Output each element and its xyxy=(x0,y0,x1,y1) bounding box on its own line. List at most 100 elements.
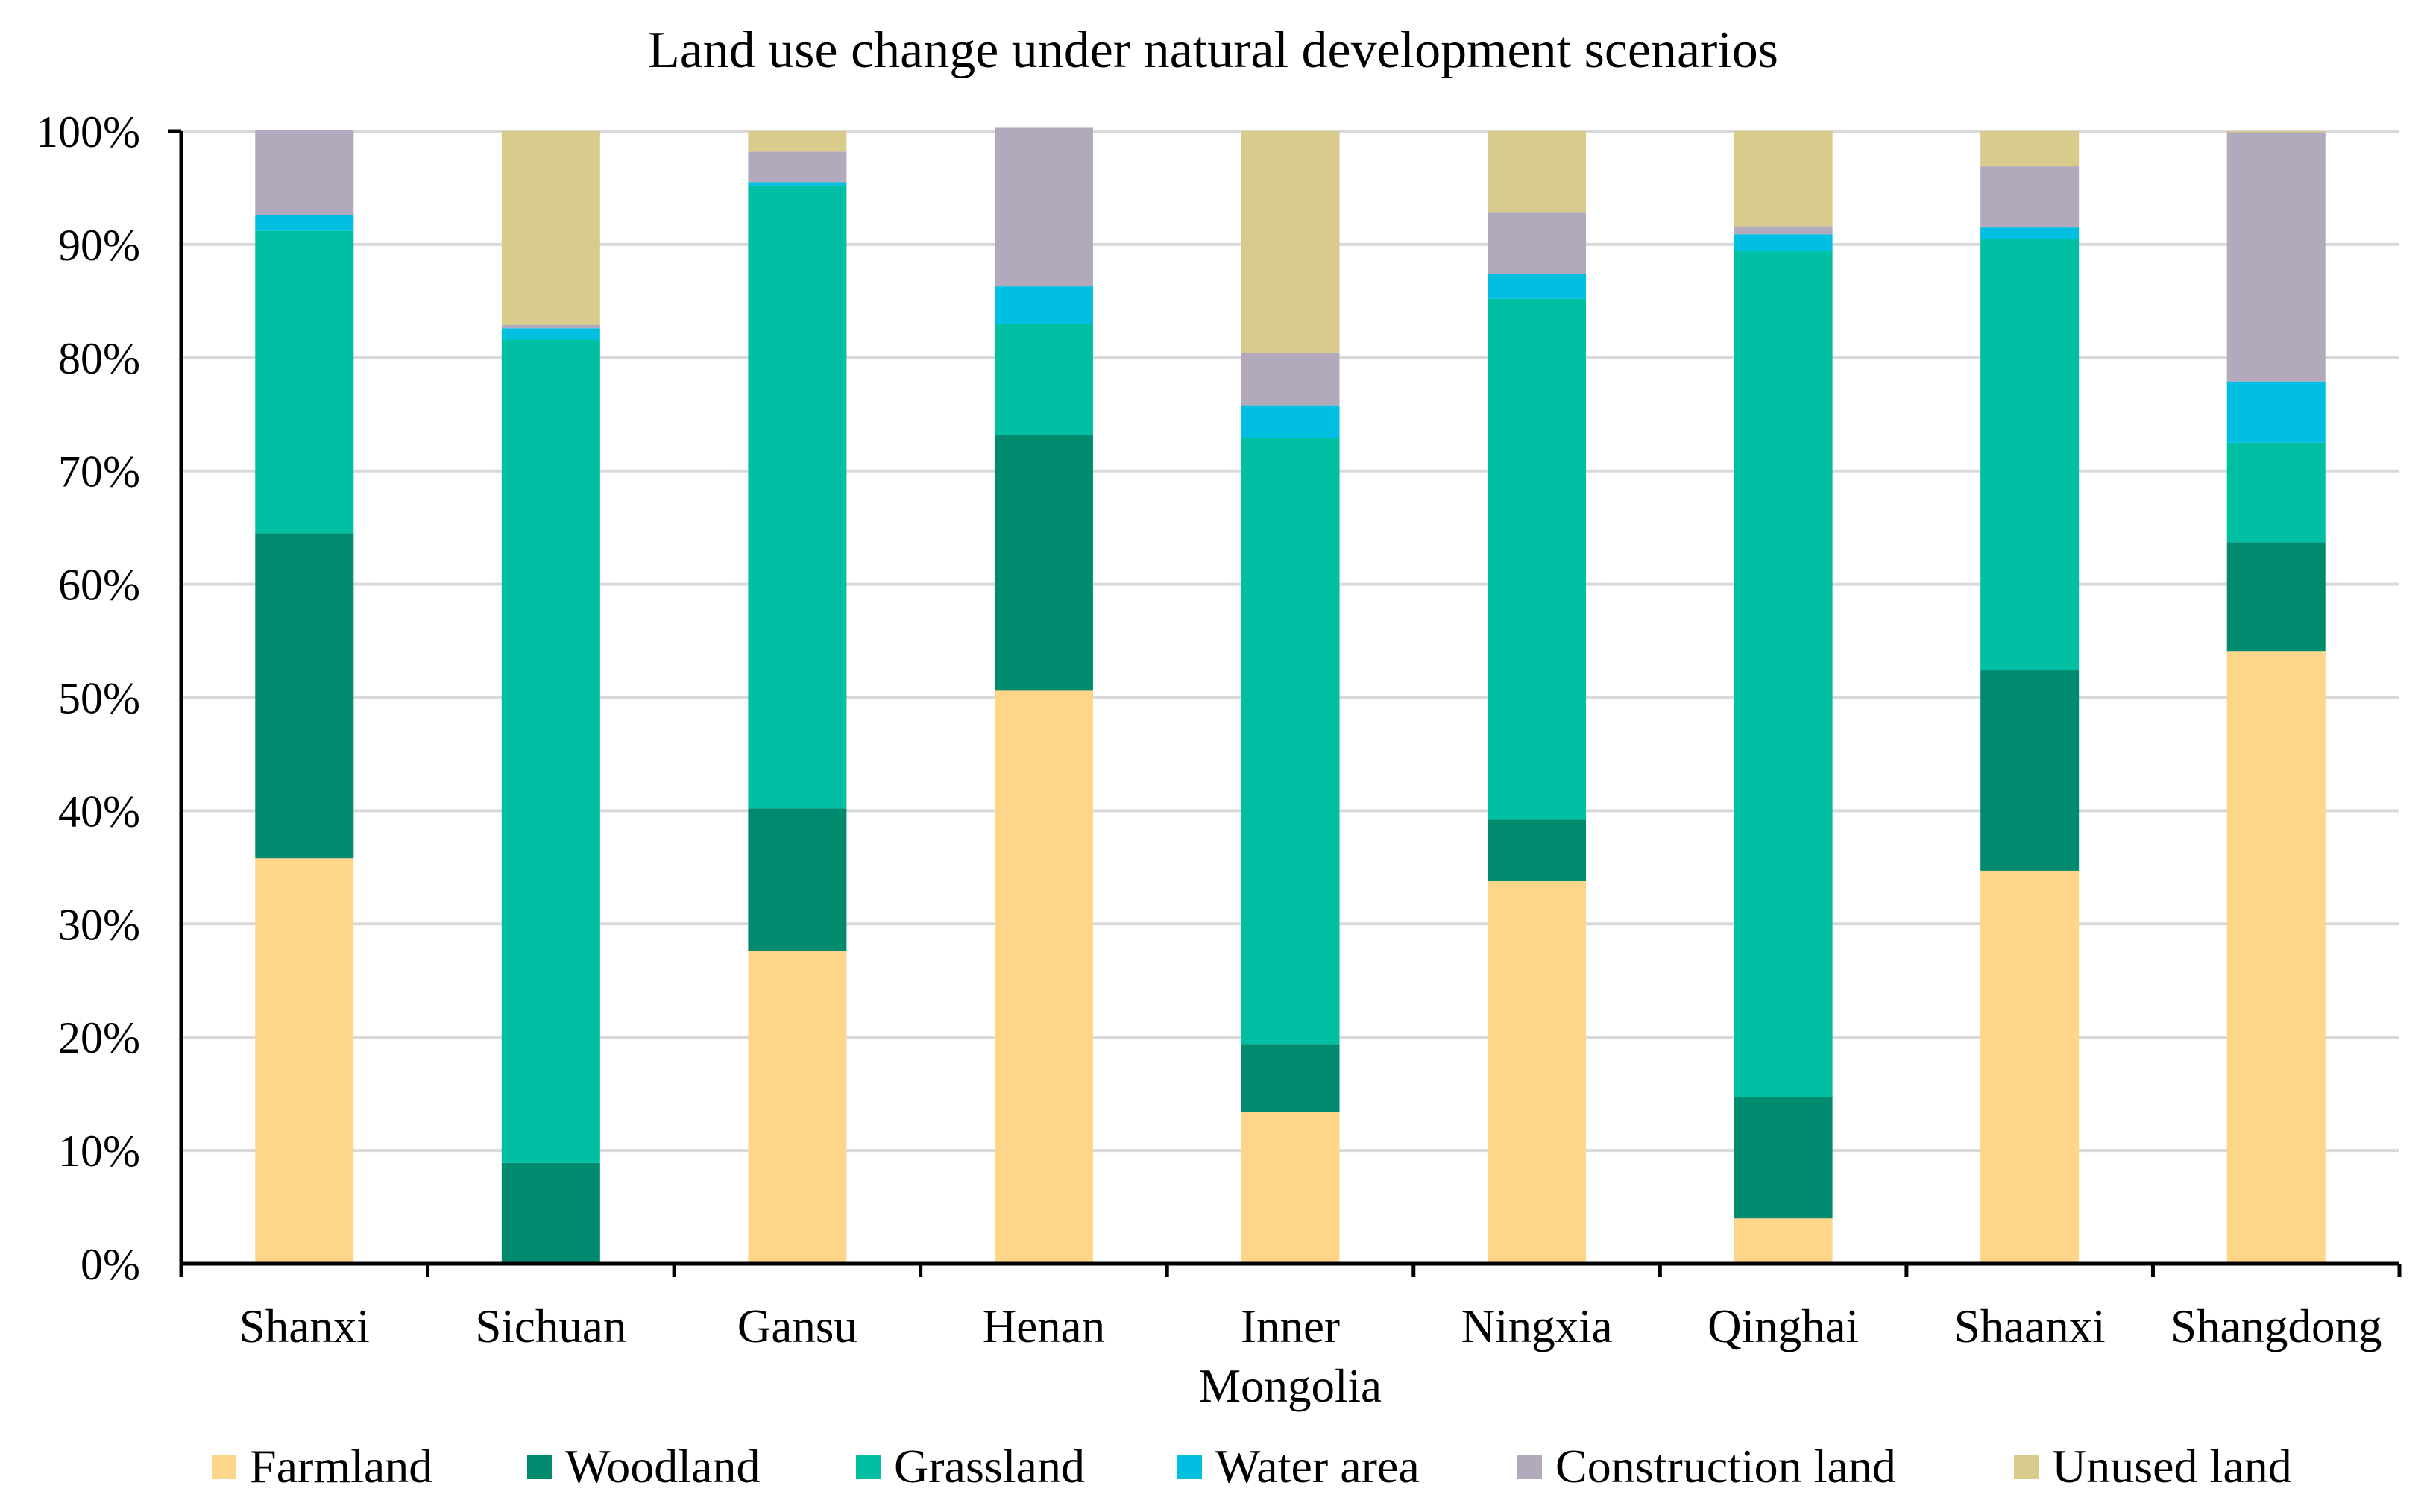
bars xyxy=(255,127,2326,1264)
y-tick-label: 80% xyxy=(58,334,140,383)
bar-segment-water-area xyxy=(994,286,1093,324)
x-category-label-line: Gansu xyxy=(737,1300,857,1352)
x-category-label: Sichuan xyxy=(475,1300,626,1352)
bar-segment-unused-land xyxy=(1734,131,1833,227)
bar-segment-construction-land xyxy=(255,130,354,215)
x-category-label: Shaanxi xyxy=(1954,1300,2106,1352)
bar-segment-construction-land xyxy=(1980,166,2080,228)
x-category-label-line: Inner xyxy=(1241,1300,1340,1352)
bar-segment-woodland xyxy=(2226,542,2326,652)
y-tick-label: 40% xyxy=(58,787,140,836)
bar-segment-construction-land xyxy=(1488,212,1587,274)
bar-segment-woodland xyxy=(748,808,847,951)
x-category-label-line: Shanxi xyxy=(239,1300,370,1352)
x-category-label-line: Qinghai xyxy=(1707,1300,1859,1352)
bar-segment-grassland xyxy=(255,230,354,534)
y-tick-labels: 0% 10% 20% 30% 40% 50% 60% 70% 80% 90% 100% xyxy=(36,107,140,1289)
legend-label: Grassland xyxy=(894,1440,1085,1493)
bar-segment-unused-land xyxy=(501,131,600,325)
legend-swatch-water-area xyxy=(1177,1455,1202,1479)
bar-segment-grassland xyxy=(1488,298,1587,820)
bar-segment-woodland xyxy=(255,533,354,859)
legend-swatch-woodland xyxy=(527,1455,552,1479)
bar-segment-farmland xyxy=(994,690,1093,1264)
y-tick-label: 30% xyxy=(58,900,140,949)
bar-segment-farmland xyxy=(1734,1218,1833,1264)
bar-segment-water-area xyxy=(255,215,354,231)
bar-segment-grassland xyxy=(994,324,1093,435)
bar-segment-unused-land xyxy=(748,131,847,152)
bar-segment-construction-land xyxy=(2226,132,2326,382)
legend-label: Woodland xyxy=(565,1440,760,1493)
bar-segment-water-area xyxy=(1488,274,1587,299)
x-category-label: Ningxia xyxy=(1461,1300,1613,1352)
bar-segment-unused-land xyxy=(2226,131,2326,133)
bar-segment-construction-land xyxy=(994,127,1093,287)
bar-segment-grassland xyxy=(501,339,600,1163)
bar-segment-construction-land xyxy=(501,324,600,329)
bar-segment-construction-land xyxy=(748,151,847,183)
bar-segment-grassland xyxy=(1734,251,1833,1097)
x-category-label: Gansu xyxy=(737,1300,857,1352)
bar-segment-unused-land xyxy=(1488,131,1587,213)
chart-title: Land use change under natural developmen… xyxy=(648,22,1778,79)
x-category-label-line: Henan xyxy=(983,1300,1105,1352)
bar-segment-grassland xyxy=(1980,239,2080,671)
bar-segment-farmland xyxy=(255,858,354,1264)
axes xyxy=(168,129,2402,1277)
legend-swatch-grassland xyxy=(856,1455,881,1479)
legend-swatch-unused-land xyxy=(2014,1455,2039,1479)
legend-label: Farmland xyxy=(250,1440,432,1493)
y-tick-label: 50% xyxy=(58,674,140,723)
x-category-label: Henan xyxy=(983,1300,1105,1352)
bar-segment-woodland xyxy=(1488,819,1587,881)
y-tick-label: 10% xyxy=(58,1127,140,1176)
bar-segment-unused-land xyxy=(1241,131,1340,353)
bar-segment-woodland xyxy=(994,435,1093,691)
y-tick-label: 70% xyxy=(58,447,140,497)
x-category-label: Shangdong xyxy=(2171,1300,2382,1352)
y-tick-label: 90% xyxy=(58,221,140,270)
bar-segment-woodland xyxy=(1734,1097,1833,1219)
x-category-label-line: Shaanxi xyxy=(1954,1300,2106,1352)
bar-segment-water-area xyxy=(1980,227,2080,239)
bar-segment-farmland xyxy=(1980,870,2080,1264)
x-category-label-line: Ningxia xyxy=(1461,1300,1613,1352)
legend-label: Construction land xyxy=(1555,1440,1896,1493)
x-category-label-line: Mongolia xyxy=(1199,1360,1382,1412)
bar-segment-farmland xyxy=(1241,1112,1340,1264)
bar-segment-construction-land xyxy=(1241,353,1340,406)
bar-segment-water-area xyxy=(2226,381,2326,443)
legend-swatch-farmland xyxy=(212,1455,236,1479)
bar-segment-water-area xyxy=(501,328,600,340)
bar-segment-farmland xyxy=(2226,651,2326,1264)
bar-segment-water-area xyxy=(748,182,847,186)
y-tick-label: 100% xyxy=(36,107,140,157)
y-tick-label: 0% xyxy=(81,1240,140,1289)
y-tick-label: 20% xyxy=(58,1013,140,1062)
legend-label: Water area xyxy=(1215,1440,1420,1493)
bar-segment-grassland xyxy=(2226,442,2326,543)
bar-segment-woodland xyxy=(1980,670,2080,871)
bar-segment-water-area xyxy=(1241,405,1340,438)
x-category-label-line: Sichuan xyxy=(475,1300,626,1352)
bar-segment-unused-land xyxy=(1980,131,2080,167)
bar-segment-construction-land xyxy=(1734,226,1833,235)
x-category-label-line: Shangdong xyxy=(2171,1300,2382,1352)
bar-segment-grassland xyxy=(1241,438,1340,1045)
bar-segment-grassland xyxy=(748,185,847,809)
x-category-label: Inner Mongolia xyxy=(1199,1300,1382,1412)
y-tick-label: 60% xyxy=(58,561,140,610)
bar-segment-woodland xyxy=(501,1162,600,1264)
legend-label: Unused land xyxy=(2052,1440,2292,1493)
bar-segment-water-area xyxy=(1734,234,1833,252)
x-category-label: Shanxi xyxy=(239,1300,370,1352)
bar-segment-farmland xyxy=(1488,881,1587,1264)
x-category-label: Qinghai xyxy=(1707,1300,1859,1352)
bar-segment-woodland xyxy=(1241,1044,1340,1112)
bar-segment-farmland xyxy=(748,951,847,1264)
x-category-labels: Shanxi Sichuan Gansu Henan Inner Mongolia Ning… xyxy=(239,1300,2382,1412)
legend-swatch-construction-land xyxy=(1517,1455,1542,1479)
legend: Farmland Woodland Grassland Water area Const… xyxy=(212,1440,2292,1493)
